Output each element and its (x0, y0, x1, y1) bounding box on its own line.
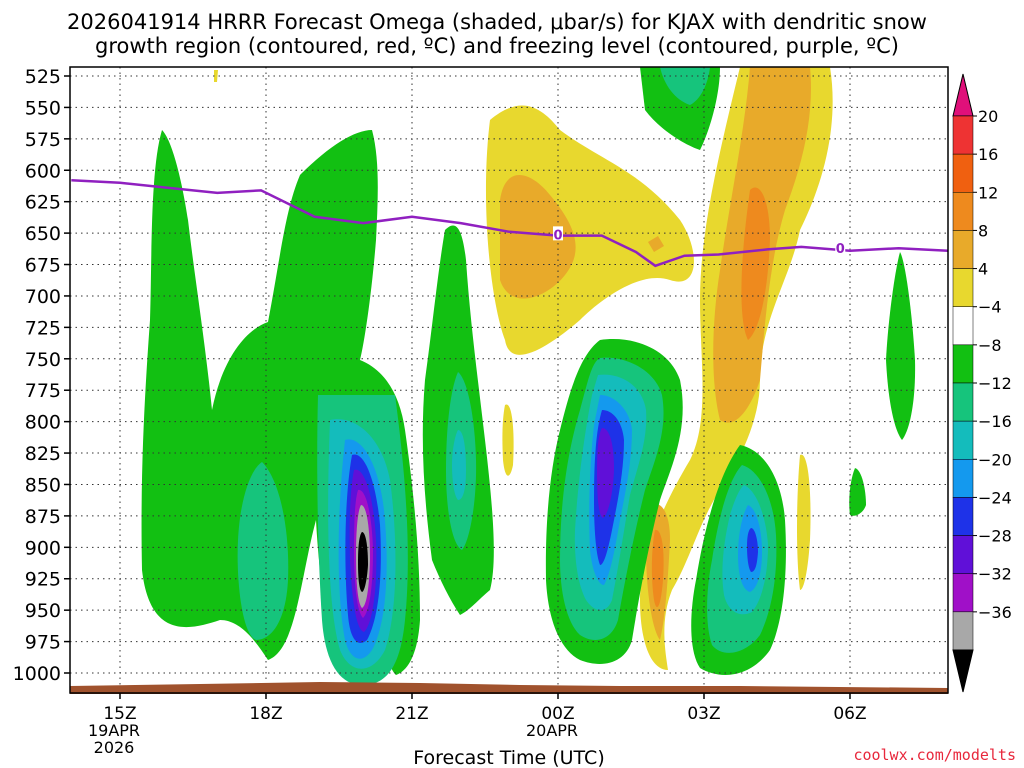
colorbar-swatch (952, 497, 974, 536)
colorbar-swatch (952, 115, 974, 155)
colorbar-swatch (952, 382, 974, 422)
grid-lines (70, 67, 948, 693)
x-tick-label: 03Z (687, 704, 720, 724)
ascent-cyan-22z (452, 430, 466, 500)
colorbar-label: 16 (978, 145, 998, 164)
x-tick-label: 06Z (833, 704, 866, 724)
x-tick-label: 15Z (103, 704, 136, 724)
colorbar-label: −12 (978, 374, 1012, 393)
y-tick-label: 625 (25, 192, 61, 214)
chart-title-line2: growth region (contoured, red, ºC) and f… (95, 34, 899, 58)
colorbar-swatch (952, 573, 974, 613)
y-tick-label: 750 (25, 349, 61, 371)
x-tick-label: 18Z (249, 704, 282, 724)
x-tick-label: 00Z (541, 704, 574, 724)
ground-terrain (70, 682, 948, 694)
y-tick-label: 925 (25, 569, 61, 591)
colorbar-swatch-top (952, 73, 974, 117)
colorbar-swatch (952, 268, 974, 307)
y-tick-label: 1000 (13, 663, 61, 685)
y-tick-label: 950 (25, 600, 61, 622)
descent-orange-upper (500, 175, 576, 299)
descent-yellow-dot (214, 70, 218, 82)
colorbar-label: 12 (978, 183, 998, 202)
colorbar-swatch (952, 306, 974, 346)
y-tick-label: 725 (25, 317, 61, 339)
descent-yellow-small-b (797, 454, 811, 590)
colorbar-label: −16 (978, 412, 1012, 431)
freezing-label-bg (553, 226, 563, 241)
y-tick-label: 775 (25, 380, 61, 402)
y-tick-label: 650 (25, 223, 61, 245)
colorbar-label: −8 (978, 336, 1002, 355)
freezing-level-label: 0 (553, 228, 562, 243)
colorbar-label: 8 (978, 221, 988, 240)
colorbar: 20 16 12 8 4 −4 −8 −12 −16 −20 −24 −28 −32 −36 (952, 73, 1012, 693)
colorbar-swatch (952, 344, 974, 384)
y-tick-label: 850 (25, 474, 61, 496)
descent-darkorange-04z (741, 187, 770, 340)
y-tick-label: 600 (25, 160, 61, 182)
colorbar-swatch (952, 420, 974, 460)
freezing-level-labels: 00 (553, 226, 846, 257)
colorbar-label: −28 (978, 527, 1012, 546)
colorbar-swatch (952, 611, 974, 651)
y-tick-label: 700 (25, 286, 61, 308)
colorbar-label: −4 (978, 298, 1002, 317)
y-tick-label: 575 (25, 129, 61, 151)
y-tick-label: 675 (25, 255, 61, 277)
y-tick-label: 525 (25, 66, 61, 88)
y-tick-label: 800 (25, 412, 61, 434)
ascent-black-20z (358, 532, 368, 592)
y-tick-label: 875 (25, 506, 61, 528)
y-tick-label: 825 (25, 443, 61, 465)
colorbar-swatch (952, 230, 974, 269)
ascent-green-small-06z (849, 468, 866, 516)
x-tick-year: 2026 (94, 738, 135, 757)
x-tick-date: 19APR (88, 721, 140, 740)
x-tick-date: 20APR (526, 721, 578, 740)
plot-frame (69, 66, 949, 694)
y-tick-label: 550 (25, 97, 61, 119)
colorbar-swatch (952, 459, 974, 498)
x-axis-label: Forecast Time (UTC) (413, 747, 604, 768)
ascent-violet-01z (597, 428, 614, 518)
colorbar-swatch (952, 153, 974, 193)
descent-orange-dot (648, 236, 664, 252)
colorbar-label: −20 (978, 450, 1012, 469)
freezing-label-bg (835, 240, 846, 255)
ascent-green-07z (886, 252, 916, 440)
watermark: coolwx.com/modelts (853, 746, 1016, 764)
omega-shading (141, 67, 916, 685)
colorbar-label: 20 (978, 107, 998, 126)
colorbar-label: −24 (978, 488, 1012, 507)
x-tick-label: 21Z (395, 704, 428, 724)
freezing-level-label: 0 (836, 242, 845, 257)
descent-yellow-small-a (502, 404, 514, 476)
descent-darkorange-02z (651, 529, 664, 608)
colorbar-label: −32 (978, 565, 1012, 584)
colorbar-swatch (952, 192, 974, 231)
pressure-axis: 525 550 575 600 625 650 675 700 725 750 775 800 825 8… (13, 66, 70, 685)
y-tick-label: 900 (25, 537, 61, 559)
colorbar-swatch (952, 535, 974, 574)
colorbar-label: 4 (978, 260, 988, 279)
colorbar-swatch-bottom (952, 649, 974, 693)
y-tick-label: 975 (25, 632, 61, 654)
ascent-teal-17z (237, 462, 289, 640)
ascent-navy-04z (747, 528, 758, 572)
colorbar-label: −36 (978, 603, 1012, 622)
chart-title-line1: 2026041914 HRRR Forecast Omega (shaded, … (67, 10, 927, 34)
